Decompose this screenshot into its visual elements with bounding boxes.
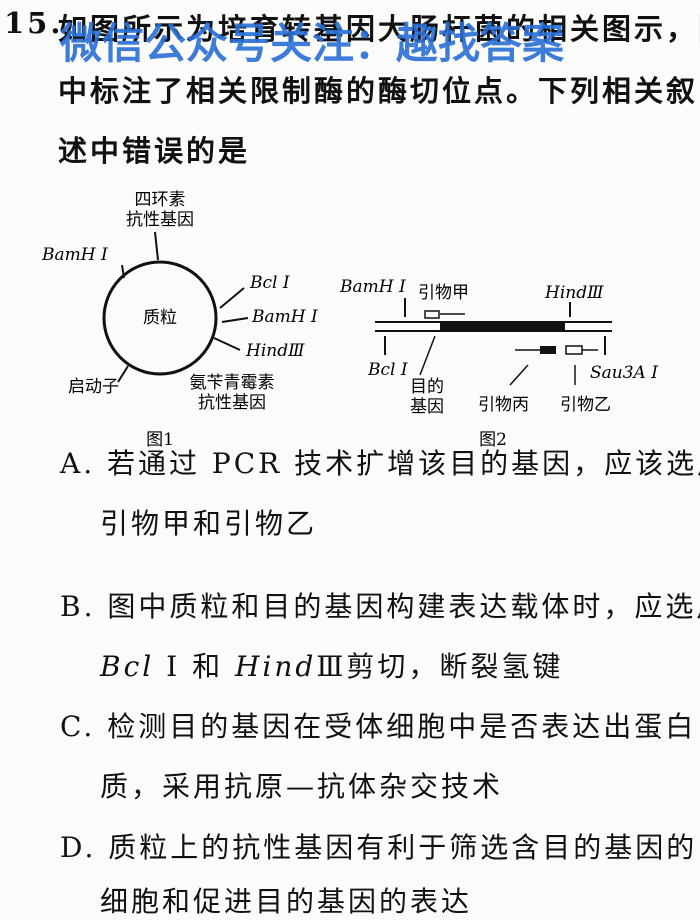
label: 四环素	[135, 190, 186, 210]
caption: 图2	[479, 430, 507, 450]
label: BamH Ⅰ	[339, 277, 406, 297]
option-line: 引物甲和引物乙	[100, 507, 318, 540]
option-line: 细胞和促进目的基因的表达	[100, 885, 473, 918]
enzyme: Hind	[234, 650, 317, 683]
label: 氨苄青霉素	[190, 373, 275, 393]
arrow	[154, 231, 159, 261]
question-number: 15.	[4, 6, 64, 40]
option-line: C. 检测目的基因在受体细胞中是否表达出蛋白	[60, 710, 697, 743]
figures: 四环素 抗性基因 BamH Ⅰ 质粒 Bcl Ⅰ BamH Ⅰ HindⅢ 启动…	[41, 190, 658, 450]
primer	[424, 310, 440, 319]
caption: 图1	[146, 430, 174, 450]
stem-line: 如图所示为培育转基因大肠杆菌的相关图示，图	[58, 12, 700, 46]
label: BamH Ⅰ	[41, 245, 108, 265]
arrow	[219, 287, 245, 309]
label: 基因	[410, 397, 444, 417]
plasmid-ring	[102, 260, 218, 376]
arrow	[221, 317, 249, 323]
arrow	[121, 264, 125, 279]
enzyme: Bcl	[100, 650, 155, 683]
option-line: B. 图中质粒和目的基因构建表达载体时，应选用	[60, 590, 700, 623]
label: 引物乙	[560, 395, 611, 415]
label: 启动子	[68, 377, 119, 397]
label: HindⅢ	[544, 283, 604, 303]
label: 引物甲	[418, 283, 469, 303]
option-line: D. 质粒上的抗性基因有利于筛选含目的基因的	[60, 831, 698, 864]
option-line: Bcl Ⅰ 和 HindⅢ剪切，断裂氢键	[100, 645, 563, 685]
arrow	[117, 365, 129, 383]
figure-1: 四环素 抗性基因 BamH Ⅰ 质粒 Bcl Ⅰ BamH Ⅰ HindⅢ 启动…	[41, 190, 318, 450]
label: 目的	[410, 377, 444, 397]
target-gene	[440, 321, 565, 332]
stem-line: 述中错误的是	[58, 134, 251, 168]
label: 引物丙	[478, 395, 529, 415]
pointer	[509, 364, 529, 386]
label: HindⅢ	[245, 341, 305, 361]
label: 质粒	[143, 308, 177, 328]
option-line: A. 若通过 PCR 技术扩增该目的基因，应该选用	[60, 447, 700, 480]
watermark: 微信公众号关注：趣找答案	[60, 19, 565, 68]
primer	[565, 345, 583, 355]
label: 抗性基因	[198, 393, 266, 413]
label: Bcl Ⅰ	[249, 273, 290, 293]
label: 抗性基因	[126, 210, 194, 230]
text: Ⅲ剪切，断裂氢键	[316, 650, 564, 683]
label: Bcl Ⅰ	[367, 360, 408, 380]
option-line: 质，采用抗原—抗体杂交技术	[100, 770, 504, 803]
label: BamH Ⅰ	[251, 307, 318, 327]
figure-2: BamH Ⅰ 引物甲 HindⅢ Bcl Ⅰ 目的 基因 Sau3A Ⅰ 引物丙…	[339, 277, 658, 450]
pointer	[419, 335, 436, 376]
primer	[540, 346, 556, 354]
label: Sau3A Ⅰ	[590, 363, 658, 383]
text: Ⅰ 和	[154, 650, 235, 683]
stem-line: 中标注了相关限制酶的酶切位点。下列相关叙	[58, 74, 699, 108]
arrow	[213, 337, 241, 351]
